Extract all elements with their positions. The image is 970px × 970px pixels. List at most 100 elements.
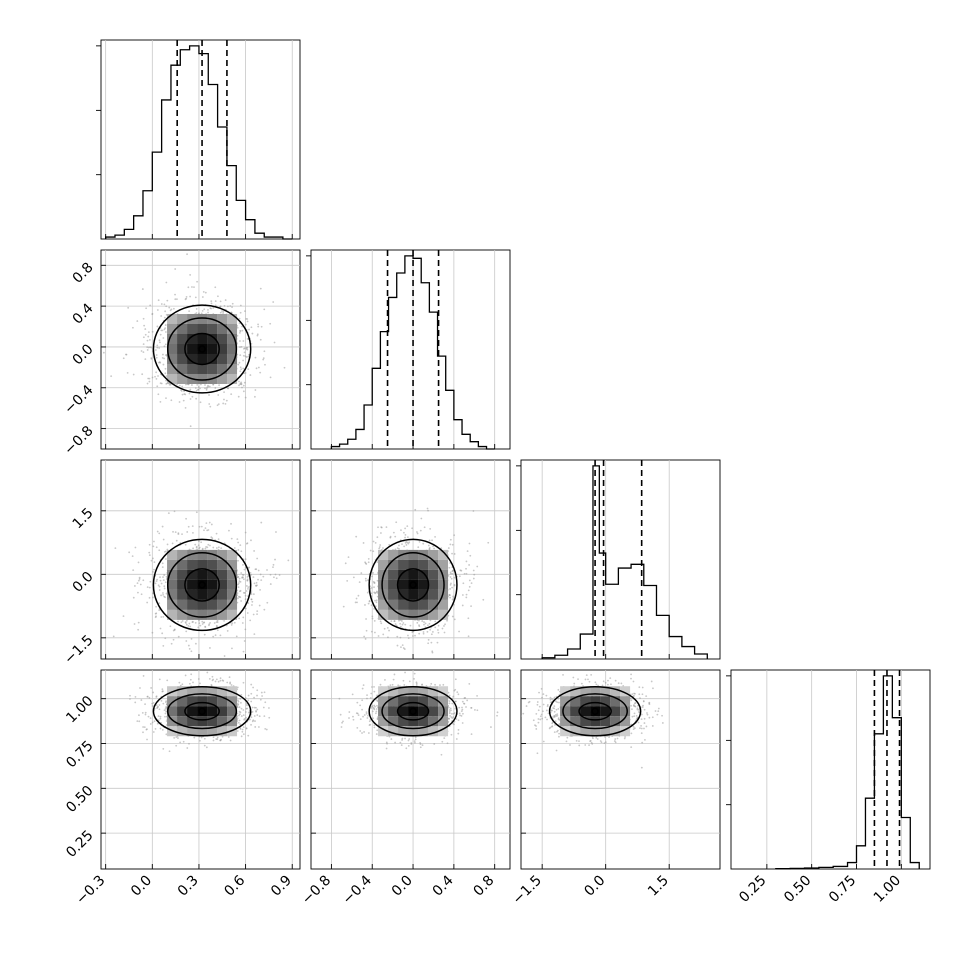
scatter-point [202,291,205,293]
scatter-point [260,691,263,694]
scatter-point [231,302,234,305]
density-cell [388,589,399,600]
scatter-point [180,621,183,624]
scatter-point [207,385,210,388]
scatter-point [144,358,147,361]
scatter-point [346,579,349,582]
contour-level-0 [409,581,417,589]
scatter-point [219,311,222,314]
scatter-point [181,385,184,388]
scatter-point [142,579,145,582]
density-cell [227,333,238,344]
scatter-point [364,561,366,564]
contour-level-2 [166,317,238,381]
density-cell [378,549,389,560]
scatter-point [192,620,194,623]
scatter-point [373,724,376,727]
density-cell [167,559,178,570]
scatter-point [147,335,150,338]
scatter-point [370,630,373,633]
scatter-point [158,589,161,591]
scatter-point [246,579,249,582]
scatter-point [365,618,367,620]
scatter-point [157,584,160,587]
scatter-point [205,522,208,525]
scatter-point [266,569,268,571]
scatter-point [231,306,233,309]
density-cell [207,549,218,560]
scatter-point [451,543,454,546]
scatter-point [244,566,247,569]
scatter-point [240,368,243,371]
scatter-point [256,333,259,336]
scatter-point [238,577,241,580]
scatter-point [402,622,405,624]
scatter-point [404,533,407,536]
scatter-point [221,735,224,738]
scatter-point [245,318,247,320]
density-cell [197,706,208,717]
scatter-point [431,651,434,654]
scatter-point [250,326,253,329]
scatter-point [357,594,360,597]
scatter-point [256,334,259,337]
scatter-point [161,728,164,731]
scatter-point [364,577,367,580]
scatter-point [371,615,374,618]
scatter-point [211,675,214,678]
scatter-point [215,547,218,549]
scatter-point [132,326,134,329]
scatter-point [372,550,375,553]
scatter-point [144,713,147,716]
scatter-point [149,717,152,720]
scatter-point [368,599,371,602]
scatter-point [443,625,445,627]
scatter-point [411,527,413,530]
scatter-point [237,559,239,562]
scatter-point [205,746,208,749]
scatter-point [154,616,157,619]
scatter-point [269,376,272,379]
scatter-point [158,609,161,612]
scatter-point [184,406,187,409]
density-cell [207,696,218,707]
scatter-point [224,402,227,405]
scatter-point [370,592,373,595]
scatter-point [162,576,164,578]
scatter-point [468,585,471,588]
scatter-point [164,558,167,560]
scatter-point [159,717,162,720]
density-cell [408,569,419,580]
scatter-point [146,339,149,342]
scatter-point [156,346,159,349]
scatter-point [242,354,245,357]
density-cell [167,353,178,364]
scatter-point [388,629,390,632]
scatter-point [230,684,233,686]
scatter-point [247,711,250,714]
scatter-point [149,723,152,725]
scatter-point [210,683,213,686]
scatter-point [199,387,201,390]
scatter-point [380,526,383,529]
scatter-point [244,607,247,610]
scatter-point [233,547,236,549]
scatter-point [253,582,256,585]
scatter-point [138,578,141,580]
scatter-point [367,579,369,582]
density-cell [227,569,238,580]
scatter-point [164,310,167,313]
scatter-point [375,601,378,604]
scatter-point [198,312,200,315]
density-cell [167,549,178,560]
scatter-point [239,728,242,730]
scatter-point [238,706,241,709]
scatter-point [418,541,421,543]
scatter-point [204,527,207,529]
scatter-point [407,637,410,640]
scatter-point [242,340,245,342]
scatter-point [165,397,167,400]
scatter-point [212,635,215,638]
scatter-point [126,371,129,374]
density-cell [167,706,178,717]
